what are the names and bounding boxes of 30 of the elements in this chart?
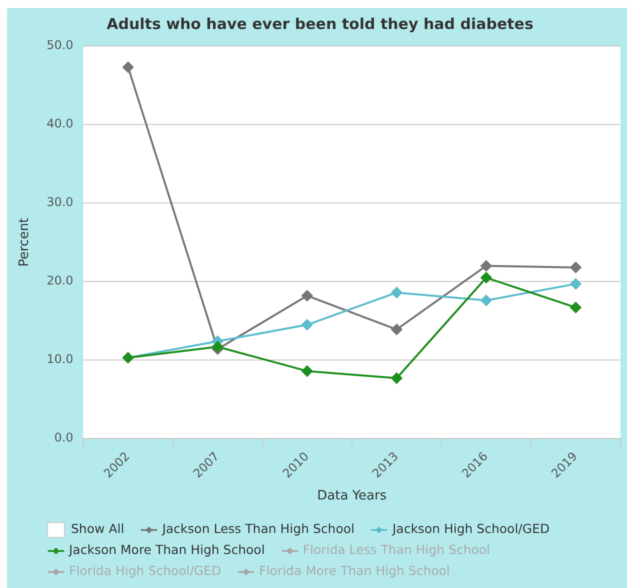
point [212, 341, 224, 352]
y-tick-label: 0.0 [54, 430, 74, 445]
point [302, 290, 313, 302]
legend-label: Jackson Less Than High School [162, 521, 354, 536]
y-tick-label: 50.0 [46, 38, 74, 52]
point [570, 262, 582, 273]
point [570, 278, 582, 290]
point [570, 302, 582, 313]
chart-title: Adults who have ever been told they had diabetes [106, 14, 534, 33]
point [302, 319, 313, 330]
y-tick-label: 30.0 [46, 195, 74, 210]
point [302, 366, 313, 377]
legend-label: Florida Less Than High School [302, 542, 490, 557]
legend-label: Jackson High School/GED [392, 521, 550, 536]
text: Show All [70, 520, 124, 538]
y-tick-label: 20.0 [46, 274, 74, 288]
legend-label: Florida More Than High School [259, 563, 450, 578]
point [480, 294, 492, 306]
point [391, 287, 402, 298]
x-axis-title: Data Years [317, 488, 387, 504]
y-tick-label: 40.0 [46, 116, 74, 131]
legend-label: Jackson More Than High School [69, 542, 265, 557]
y-tick-label: 10.0 [46, 352, 74, 366]
y-axis-title: Percent [17, 218, 32, 267]
point [480, 260, 492, 272]
legend-label: Florida High School/GED [69, 563, 222, 578]
point [391, 324, 402, 335]
point [480, 272, 492, 284]
point [391, 372, 402, 384]
point [122, 62, 134, 73]
